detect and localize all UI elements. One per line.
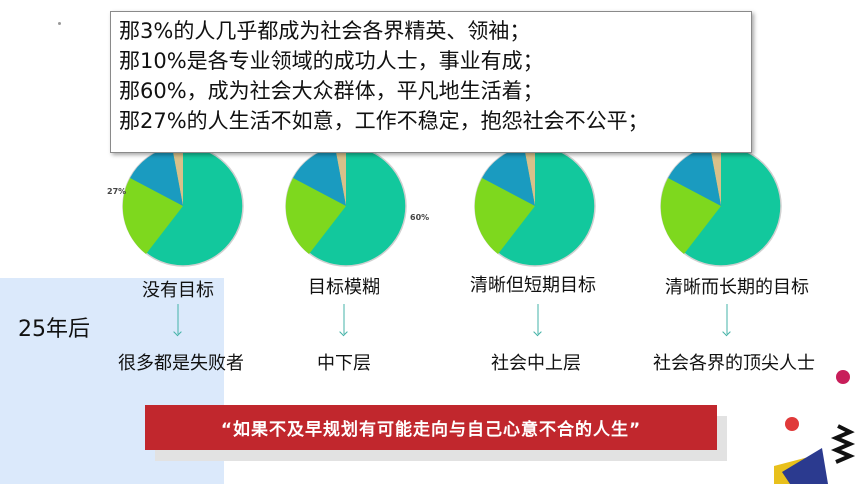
category-label-short-term-goal: 清晰但短期目标 bbox=[470, 275, 596, 296]
decorative-dot bbox=[58, 22, 61, 25]
quote-line-1: 那3%的人几乎都成为社会各界精英、领袖； bbox=[119, 19, 531, 43]
pie-label-60: 60% bbox=[410, 213, 430, 222]
pie-chart-no-goal bbox=[122, 144, 244, 268]
pie-chart-short-term-goal bbox=[474, 144, 596, 268]
down-arrow-icon bbox=[726, 304, 728, 334]
pie-chart-vague-goal bbox=[285, 144, 407, 268]
result-label-no-goal: 很多都是失败者 bbox=[118, 353, 244, 374]
result-label-vague-goal: 中下层 bbox=[317, 353, 371, 374]
quote-line-2: 那10%是各专业领域的成功人士，事业有成； bbox=[119, 49, 544, 73]
category-label-vague-goal: 目标模糊 bbox=[308, 277, 380, 298]
pie-label-27: 27% bbox=[107, 187, 127, 196]
pie-chart-long-term-goal bbox=[660, 144, 782, 268]
result-label-short-term-goal: 社会中上层 bbox=[491, 353, 581, 374]
down-arrow-icon bbox=[343, 304, 345, 334]
quote-line-3: 那60%，成为社会大众群体，平凡地生活着； bbox=[119, 79, 544, 103]
down-arrow-icon bbox=[537, 304, 539, 334]
decorative-shapes bbox=[774, 370, 856, 484]
quote-line-4: 那27%的人生活不如意，工作不稳定，抱怨社会不公平； bbox=[119, 109, 649, 133]
category-label-no-goal: 没有目标 bbox=[142, 280, 214, 301]
down-arrow-icon bbox=[177, 304, 179, 334]
conclusion-banner: “如果不及早规划有可能走向与自己心意不合的人生” bbox=[145, 405, 717, 450]
result-label-long-term-goal: 社会各界的顶尖人士 bbox=[653, 353, 815, 374]
category-label-long-term-goal: 清晰而长期的目标 bbox=[665, 277, 809, 298]
quote-text-box: 那3%的人几乎都成为社会各界精英、领袖； 那10%是各专业领域的成功人士，事业有… bbox=[110, 11, 752, 153]
years-later-label: 25年后 bbox=[18, 317, 90, 342]
